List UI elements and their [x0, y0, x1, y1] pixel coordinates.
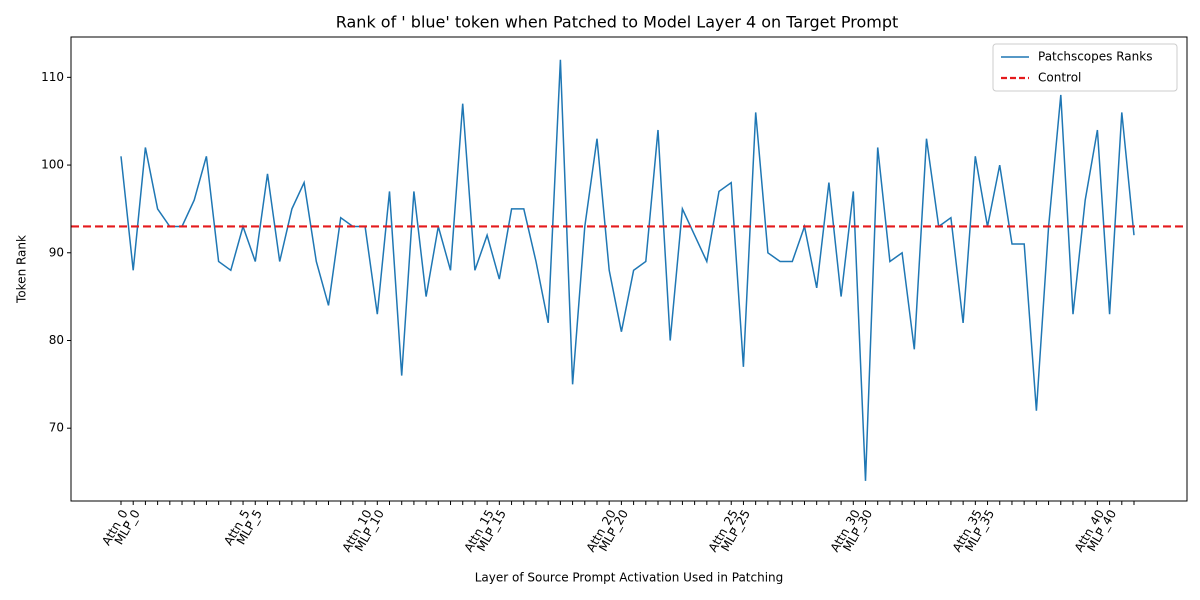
legend-label: Patchscopes Ranks	[1038, 50, 1152, 64]
y-tick-label: 70	[49, 421, 64, 435]
chart-title: Rank of ' blue' token when Patched to Mo…	[336, 13, 899, 32]
legend-box	[992, 43, 1178, 92]
y-tick-label: 110	[41, 70, 64, 84]
legend-label: Control	[1038, 71, 1081, 85]
y-tick-label: 80	[49, 333, 64, 347]
y-tick-label: 100	[41, 158, 64, 172]
y-tick-label: 90	[49, 245, 64, 259]
y-axis-label: Token Rank	[15, 235, 29, 304]
data-line	[120, 59, 1135, 481]
plot-frame	[70, 36, 1188, 502]
x-axis-label: Layer of Source Prompt Activation Used i…	[475, 571, 784, 585]
